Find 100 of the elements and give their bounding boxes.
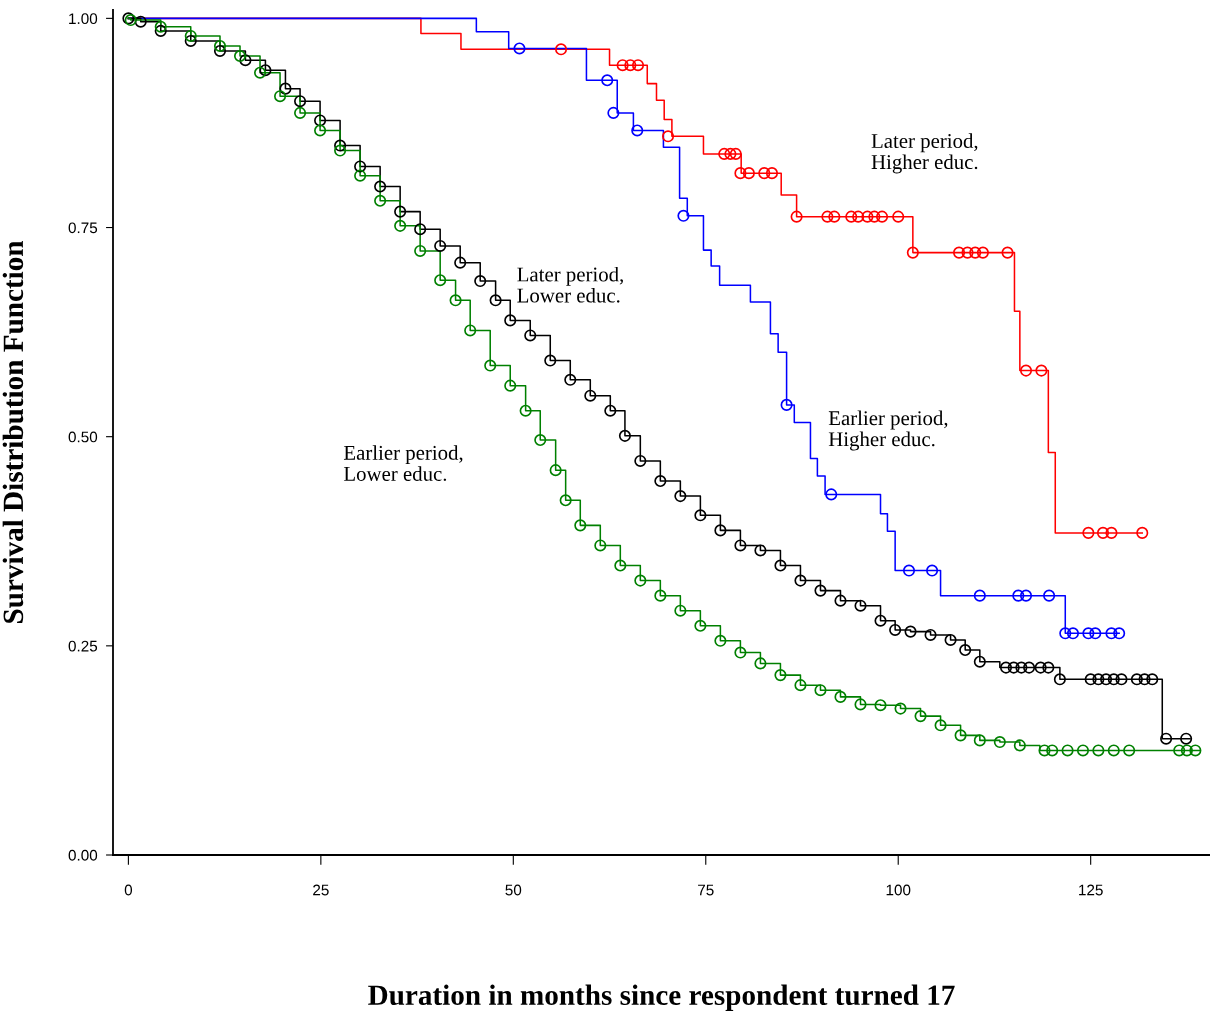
point	[1035, 364, 1048, 377]
point	[484, 359, 497, 372]
point	[821, 210, 834, 223]
point	[294, 106, 307, 119]
point	[674, 604, 687, 617]
point	[845, 210, 858, 223]
point	[976, 246, 989, 259]
point	[952, 246, 966, 259]
point	[1173, 744, 1186, 757]
annotation: Later period, Lower educ.	[517, 266, 623, 303]
point	[894, 702, 907, 715]
point	[742, 167, 755, 180]
point	[790, 210, 803, 223]
point	[868, 210, 881, 223]
y-tick-label: 0.25	[68, 640, 98, 652]
point	[914, 710, 927, 723]
x-tick-label: 100	[886, 884, 911, 896]
point	[334, 144, 347, 157]
point	[594, 539, 607, 552]
x-tick-label: 25	[313, 884, 329, 896]
point	[906, 246, 919, 259]
point	[614, 559, 627, 572]
point	[926, 564, 939, 577]
point	[1096, 526, 1110, 539]
point	[1082, 627, 1095, 640]
point	[834, 690, 847, 703]
point	[504, 379, 517, 392]
point	[828, 210, 841, 223]
point	[1046, 744, 1059, 757]
point	[1107, 744, 1120, 757]
point	[374, 194, 387, 207]
point	[1082, 526, 1095, 539]
point	[694, 619, 707, 632]
point	[253, 66, 267, 79]
point	[993, 736, 1006, 749]
point	[765, 167, 779, 180]
point	[1038, 744, 1051, 757]
point	[394, 219, 407, 232]
point	[902, 564, 916, 577]
point	[734, 646, 747, 659]
point	[774, 669, 787, 682]
point	[434, 274, 447, 287]
point	[876, 210, 889, 223]
point	[559, 494, 572, 507]
point	[233, 49, 247, 63]
point	[1012, 589, 1025, 602]
point	[607, 106, 620, 119]
point	[1066, 627, 1080, 640]
point	[934, 719, 947, 732]
point	[754, 657, 767, 670]
point	[624, 59, 637, 72]
point	[973, 589, 986, 602]
point	[780, 398, 793, 411]
point	[1089, 627, 1102, 640]
x-tick-label: 75	[698, 884, 714, 896]
point	[794, 679, 807, 692]
point	[1019, 589, 1033, 602]
point	[1013, 739, 1026, 752]
point	[314, 124, 327, 137]
point	[1105, 526, 1118, 539]
point	[661, 130, 675, 143]
point	[464, 324, 477, 337]
point	[601, 74, 614, 87]
point	[554, 43, 568, 56]
point	[549, 464, 562, 477]
y-tick-label: 1.00	[69, 13, 98, 25]
point	[574, 519, 587, 532]
point	[734, 167, 747, 180]
point	[825, 488, 838, 501]
point	[814, 684, 827, 697]
point	[631, 124, 644, 137]
point	[758, 167, 771, 180]
y-tick-label: 0.75	[68, 222, 98, 234]
point	[1043, 589, 1056, 602]
point	[616, 59, 629, 72]
x-tick-label: 125	[1079, 884, 1103, 896]
point	[449, 294, 462, 307]
point	[874, 699, 887, 712]
x-tick-label: 50	[505, 884, 522, 896]
point	[1136, 526, 1149, 539]
point	[354, 169, 367, 182]
point	[724, 147, 737, 160]
point	[184, 29, 197, 42]
point	[969, 246, 982, 259]
point	[961, 246, 974, 259]
point	[213, 39, 227, 53]
point	[274, 90, 287, 103]
x-axis-title: Duration in months since respondent turned 17	[368, 984, 955, 1011]
point	[534, 433, 547, 447]
point	[954, 729, 967, 742]
y-axis-title: Survival Distribution Function	[2, 240, 24, 623]
y-tick-label: 0.00	[68, 849, 98, 861]
point	[1061, 744, 1074, 757]
annotation: Later period, Higher educ.	[871, 133, 978, 174]
point	[519, 404, 532, 417]
point	[677, 209, 690, 222]
x-tick-label: 0	[124, 884, 133, 896]
point	[861, 210, 874, 223]
point	[414, 244, 427, 257]
point	[852, 210, 865, 223]
